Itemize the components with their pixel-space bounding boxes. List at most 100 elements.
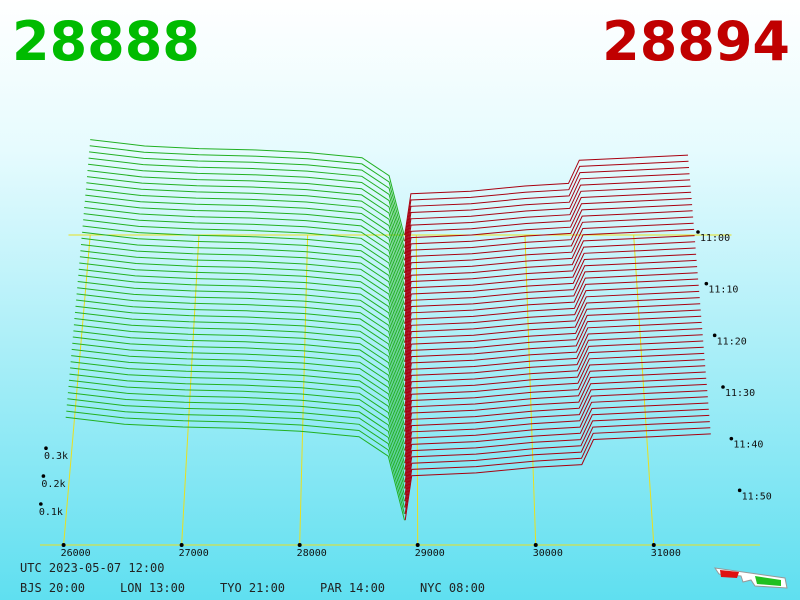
depth-line	[404, 290, 700, 375]
depth-line	[404, 185, 691, 267]
depth-line	[71, 348, 405, 451]
depth-line	[404, 334, 703, 419]
depth-line	[80, 250, 405, 350]
y-tick-label: 0.3k	[44, 451, 68, 462]
depth-line	[86, 176, 405, 274]
depth-line	[404, 204, 693, 286]
depth-line	[76, 293, 405, 394]
depth-line	[404, 284, 699, 369]
depth-line	[79, 262, 405, 362]
depth-line	[70, 361, 405, 464]
depth-line	[84, 200, 405, 299]
x-tick	[61, 543, 66, 547]
depth-line	[78, 268, 405, 369]
time-tick	[737, 488, 742, 493]
x-tick	[651, 543, 656, 547]
time-label: 11:00	[700, 233, 730, 244]
x-tick-label: 26000	[61, 548, 91, 559]
depth-line	[88, 163, 405, 261]
depth-line	[404, 167, 690, 248]
y-tick-label: 0.2k	[41, 479, 65, 490]
depth-line	[404, 173, 690, 255]
depth-line	[404, 309, 701, 394]
time-label: 11:10	[708, 285, 738, 296]
depth-line	[82, 231, 405, 331]
depth-line	[73, 330, 405, 432]
depth-line	[84, 207, 405, 305]
depth-line	[66, 410, 405, 515]
depth-line	[404, 433, 711, 521]
depth-line	[404, 235, 695, 318]
depth-line	[83, 219, 405, 318]
depth-line	[404, 272, 698, 356]
depth-line	[88, 157, 405, 255]
depth-line	[404, 315, 702, 400]
depth-line	[404, 359, 705, 445]
depth-line	[87, 170, 405, 267]
bid-price: 28888	[12, 10, 200, 73]
time-label: 11:20	[717, 336, 747, 347]
depth-line	[74, 311, 405, 413]
depth-line	[404, 346, 704, 432]
depth-line	[404, 383, 707, 470]
depth-line	[75, 305, 405, 407]
city-time: PAR 14:00	[320, 581, 385, 595]
depth-line	[77, 287, 405, 388]
depth-line	[404, 210, 693, 293]
depth-line	[70, 367, 405, 470]
plot: 11:00 11:10 11:20 11:30 11:40 11:50 26000 27000…	[39, 139, 772, 559]
depth-line	[404, 154, 689, 236]
grid-line	[524, 234, 537, 546]
depth-line	[404, 390, 708, 476]
grid-line	[633, 234, 655, 546]
depth-line	[73, 324, 405, 426]
glasses-icon	[713, 567, 788, 589]
depth-line	[78, 274, 405, 375]
depth-line	[69, 373, 405, 476]
depth-line	[404, 408, 709, 495]
depth-line	[404, 198, 692, 280]
x-tick-label: 31000	[651, 548, 681, 559]
depth-line	[67, 392, 405, 495]
x-tick	[415, 543, 420, 547]
time-label: 11:40	[733, 440, 763, 451]
x-tick-label: 30000	[533, 548, 563, 559]
depth-line	[68, 379, 405, 483]
depth-line	[404, 427, 711, 514]
depth-line	[404, 179, 691, 261]
depth-line	[404, 216, 694, 299]
y-tick-label: 0.1k	[39, 507, 63, 518]
depth-line	[77, 281, 405, 381]
depth-line	[404, 377, 707, 464]
time-label: 11:30	[725, 388, 755, 399]
depth-line	[404, 297, 700, 381]
depth-line	[404, 365, 706, 451]
depth-line	[404, 266, 698, 350]
time-tick	[696, 230, 700, 234]
depth-line	[404, 328, 703, 413]
depth-line	[89, 145, 405, 242]
city-time: NYC 08:00	[420, 581, 485, 595]
depth-line	[404, 241, 696, 324]
depth-line	[404, 396, 708, 483]
depth-line	[71, 355, 405, 457]
time-label: 11:50	[742, 491, 772, 502]
depth-line	[68, 385, 405, 489]
depth-line	[72, 342, 405, 445]
time-tick	[712, 333, 717, 338]
depth-line	[74, 318, 405, 419]
time-tick	[704, 281, 709, 286]
depth-line	[76, 299, 405, 400]
utc-time: UTC 2023-05-07 12:00	[20, 561, 165, 575]
x-tick-label: 27000	[179, 548, 209, 559]
time-tick	[729, 436, 734, 441]
x-tick	[533, 543, 538, 547]
depth-line	[89, 151, 405, 248]
depth-line	[85, 194, 405, 293]
depth-line	[404, 303, 701, 388]
depth-line	[86, 182, 405, 280]
depth-line	[404, 259, 697, 343]
depth-line	[65, 416, 405, 521]
depth-line	[81, 237, 405, 337]
